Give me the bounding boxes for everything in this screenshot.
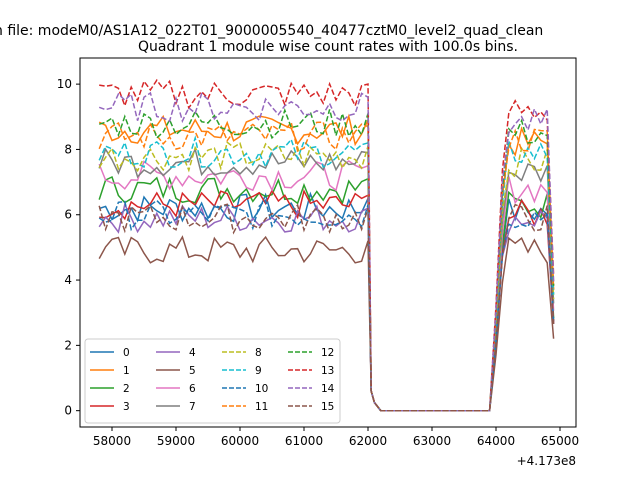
y-tick-label: 0 — [64, 404, 72, 418]
series-line-15 — [98, 203, 555, 412]
legend-label: 11 — [255, 401, 268, 413]
y-axis: 0 2 4 6 8 10 — [57, 77, 80, 418]
legend-box — [84, 338, 341, 424]
legend-label: 10 — [255, 383, 268, 395]
legend-label: 3 — [123, 401, 130, 413]
legend-label: 12 — [321, 347, 334, 359]
x-tick-label: 59000 — [157, 434, 195, 448]
y-tick-label: 10 — [57, 77, 72, 91]
legend-label: 7 — [189, 401, 196, 413]
x-tick-label: 60000 — [221, 434, 259, 448]
legend-label: 8 — [255, 347, 262, 359]
y-tick-label: 8 — [64, 142, 72, 156]
y-tick-label: 2 — [64, 338, 72, 352]
legend-label: 9 — [255, 365, 262, 377]
legend-label: 14 — [321, 383, 335, 395]
x-tick-label: 65000 — [541, 434, 579, 448]
series-line-11 — [98, 120, 555, 412]
y-tick-label: 6 — [64, 208, 72, 222]
legend-label: 1 — [123, 365, 130, 377]
x-tick-label: 58000 — [93, 434, 131, 448]
legend-label: 15 — [321, 401, 334, 413]
legend-label: 4 — [189, 347, 196, 359]
x-tick-label: 61000 — [285, 434, 323, 448]
legend-label: 0 — [123, 347, 130, 359]
plot-frame — [79, 57, 577, 428]
series-line-10 — [98, 198, 555, 412]
legend-label: 2 — [123, 383, 130, 395]
figure-suptitle: n file: modeM0/AS1A12_022T01_9000005540_… — [0, 23, 543, 39]
y-tick-label: 4 — [64, 273, 72, 287]
x-tick-label: 63000 — [413, 434, 451, 448]
legend-label: 5 — [189, 365, 196, 377]
x-offset-label: +4.173e8 — [517, 454, 576, 468]
legend-label: 13 — [321, 365, 334, 377]
x-tick-label: 64000 — [477, 434, 515, 448]
plot-area — [98, 78, 555, 412]
chart-title: Quadrant 1 module wise count rates with … — [138, 39, 518, 55]
x-tick-label: 62000 — [349, 434, 387, 448]
x-axis: 58000 59000 60000 61000 62000 63000 64000 65000 — [93, 427, 579, 448]
legend-label: 6 — [189, 383, 196, 395]
